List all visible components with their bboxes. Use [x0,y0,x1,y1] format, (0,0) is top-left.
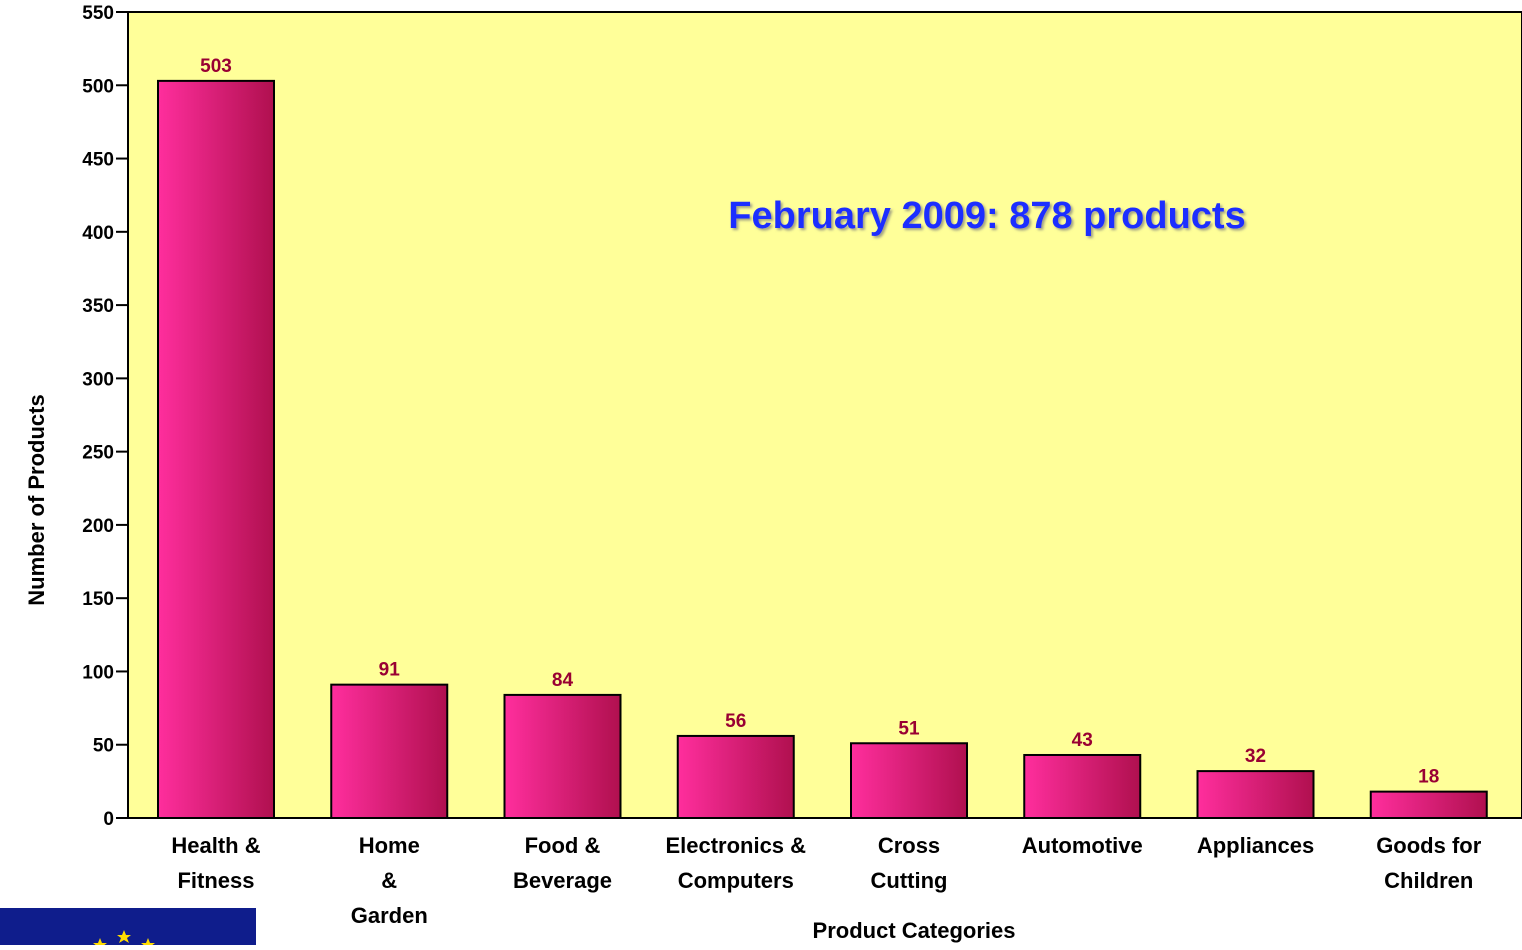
y-tick-label: 100 [82,662,114,683]
y-tick-label: 300 [82,369,114,390]
bar [157,79,275,820]
bar [1196,770,1315,820]
bar-value-label: 91 [379,660,401,681]
bar-value-label: 32 [1245,746,1266,767]
y-tick-label: 500 [82,76,114,97]
x-tick-label: Home [359,833,420,858]
x-tick-label: & [381,868,397,893]
bar-value-label: 43 [1072,730,1093,751]
y-tick-label: 0 [103,809,114,830]
x-axis-label: Product Categories [813,918,1016,943]
y-tick-label: 450 [82,150,114,171]
x-tick-label: Goods for [1376,833,1482,858]
bar [850,742,968,820]
x-tick-label: Fitness [177,868,254,893]
y-tick-label: 250 [82,443,114,464]
y-tick-label: 400 [82,223,114,244]
x-tick-label: Cross [878,833,940,858]
chart-annotation: February 2009: 878 products [728,195,1245,237]
bar [1369,790,1488,820]
bar-value-label: 503 [200,56,232,77]
bar [503,693,622,819]
bar-value-label: 51 [898,718,920,739]
x-tick-label: Garden [351,903,428,928]
y-tick-label: 350 [82,296,114,317]
y-axis-label: Number of Products [24,394,49,605]
x-tick-label: Beverage [513,868,612,893]
y-tick-label: 200 [82,516,114,537]
y-tick-label: 550 [82,3,114,24]
eu-flag-logo [0,908,256,950]
bar [676,734,795,820]
x-tick-label: Food & [525,833,601,858]
bar [330,683,449,819]
y-tick-label: 150 [82,589,114,610]
x-tick-label: Computers [678,868,794,893]
x-tick-label: Children [1384,868,1473,893]
x-tick-label: Automotive [1022,833,1143,858]
x-tick-label: Appliances [1197,833,1314,858]
x-tick-label: Cutting [871,868,948,893]
x-tick-label: Electronics & [665,833,806,858]
y-tick-label: 50 [93,736,114,757]
bar-value-label: 56 [725,711,746,732]
bar-value-label: 84 [552,670,574,691]
x-tick-label: Health & [171,833,260,858]
bar-value-label: 18 [1418,767,1439,788]
bar [1023,753,1142,820]
